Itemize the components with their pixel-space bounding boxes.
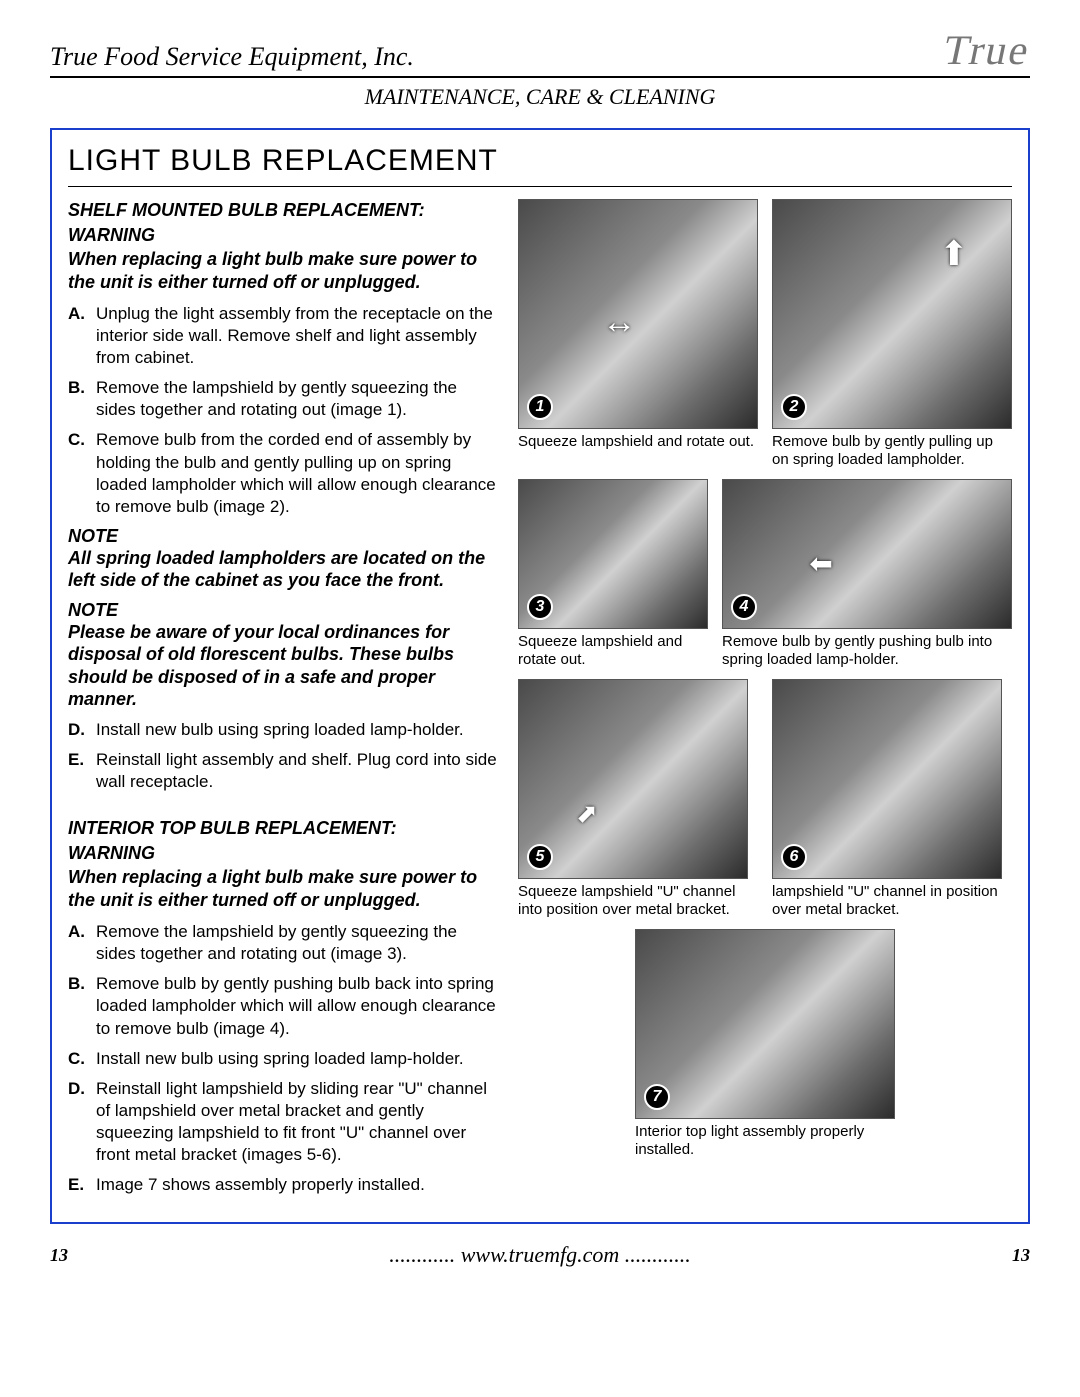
text-column: SHELF MOUNTED BULB REPLACEMENT: WARNING … <box>68 199 498 1204</box>
section2-warning-text: When replacing a light bulb make sure po… <box>68 866 498 911</box>
company-name: True Food Service Equipment, Inc. <box>50 42 414 72</box>
note2-label: NOTE <box>68 600 498 621</box>
step-1d: D.Install new bulb using spring loaded l… <box>68 719 498 741</box>
figure-1: ↔ 1 Squeeze lampshield and rotate out. <box>518 199 758 469</box>
section2-heading: INTERIOR TOP BULB REPLACEMENT: <box>68 817 498 840</box>
figure-badge-5: 5 <box>527 844 553 870</box>
footer-url: ............ www.truemfg.com ...........… <box>389 1242 690 1268</box>
figure-caption-5: Squeeze lampshield "U" channel into posi… <box>518 883 758 919</box>
figure-2: ⬆ 2 Remove bulb by gently pulling up on … <box>772 199 1012 469</box>
step-2c: C.Install new bulb using spring loaded l… <box>68 1048 498 1070</box>
figure-3: 3 Squeeze lampshield and rotate out. <box>518 479 708 669</box>
figure-column: ↔ 1 Squeeze lampshield and rotate out. ⬆… <box>518 199 1012 1204</box>
step-2b: B.Remove bulb by gently pushing bulb bac… <box>68 973 498 1039</box>
figure-7: 7 Interior top light assembly properly i… <box>635 929 895 1159</box>
figure-caption-1: Squeeze lampshield and rotate out. <box>518 433 758 451</box>
note2-text: Please be aware of your local ordinances… <box>68 621 498 711</box>
figure-5: ⬈ 5 Squeeze lampshield "U" channel into … <box>518 679 758 919</box>
step-1b: B.Remove the lampshield by gently squeez… <box>68 377 498 421</box>
page-number-left: 13 <box>50 1245 68 1266</box>
figure-badge-1: 1 <box>527 394 553 420</box>
figure-6: 6 lampshield "U" channel in position ove… <box>772 679 1012 919</box>
figure-caption-4: Remove bulb by gently pushing bulb into … <box>722 633 1012 669</box>
figure-caption-7: Interior top light assembly properly ins… <box>635 1123 895 1159</box>
step-2a: A.Remove the lampshield by gently squeez… <box>68 921 498 965</box>
step-2e: E.Image 7 shows assembly properly instal… <box>68 1174 498 1196</box>
figure-4: ⬅ 4 Remove bulb by gently pushing bulb i… <box>722 479 1012 669</box>
content-frame: LIGHT BULB REPLACEMENT SHELF MOUNTED BUL… <box>50 128 1030 1224</box>
figure-caption-2: Remove bulb by gently pulling up on spri… <box>772 433 1012 469</box>
page-subtitle: MAINTENANCE, CARE & CLEANING <box>50 84 1030 110</box>
figure-badge-2: 2 <box>781 394 807 420</box>
figure-caption-6: lampshield "U" channel in position over … <box>772 883 1012 919</box>
note1-text: All spring loaded lampholders are locate… <box>68 547 498 592</box>
step-1e: E.Reinstall light assembly and shelf. Pl… <box>68 749 498 793</box>
figure-badge-7: 7 <box>644 1084 670 1110</box>
section1-heading: SHELF MOUNTED BULB REPLACEMENT: <box>68 199 498 222</box>
section2-warning-label: WARNING <box>68 842 498 865</box>
step-1a: A.Unplug the light assembly from the rec… <box>68 303 498 369</box>
note1-label: NOTE <box>68 526 498 547</box>
section1-warning-label: WARNING <box>68 224 498 247</box>
section1-warning-text: When replacing a light bulb make sure po… <box>68 248 498 293</box>
main-title: LIGHT BULB REPLACEMENT <box>68 144 1012 187</box>
brand-logo: True <box>940 30 1035 72</box>
step-2d: D.Reinstall light lampshield by sliding … <box>68 1078 498 1166</box>
figure-caption-3: Squeeze lampshield and rotate out. <box>518 633 708 669</box>
figure-badge-3: 3 <box>527 594 553 620</box>
page-header: True Food Service Equipment, Inc. True <box>50 30 1030 78</box>
figure-badge-4: 4 <box>731 594 757 620</box>
figure-badge-6: 6 <box>781 844 807 870</box>
page-number-right: 13 <box>1012 1245 1030 1266</box>
page-footer: 13 ............ www.truemfg.com ........… <box>50 1242 1030 1268</box>
step-1c: C.Remove bulb from the corded end of ass… <box>68 429 498 517</box>
